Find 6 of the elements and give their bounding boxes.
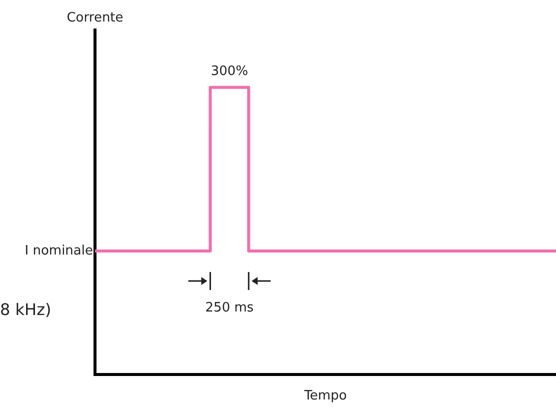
text: I nominale — [24, 243, 93, 258]
text: 8 kHz) — [0, 300, 52, 320]
y-axis-title: Corrente — [66, 10, 124, 26]
x-axis-title: Tempo — [303, 388, 347, 404]
text: 300% — [210, 64, 248, 79]
annotation: 250 ms — [205, 300, 254, 316]
